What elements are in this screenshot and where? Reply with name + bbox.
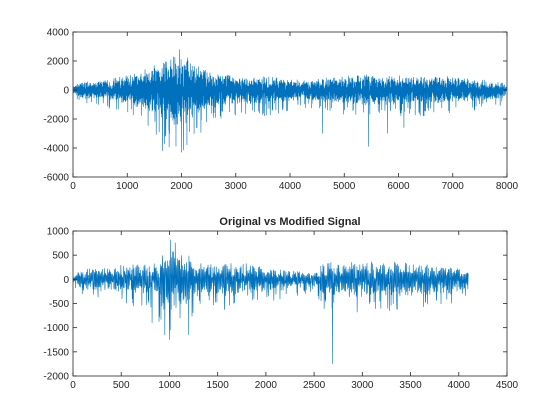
top-x-ticks: 0 1000 2000 3000 4000 5000 6000 7000 8000 (70, 32, 519, 192)
bottom-plot-box (72, 230, 508, 377)
bottom-y-tick-label: -500 (49, 299, 69, 310)
bottom-y-tick-label: 500 (52, 251, 69, 262)
bottom-x-tick-label: 500 (113, 380, 130, 391)
top-y-ticks: -6000 -4000 -2000 0 2000 4000 (43, 28, 507, 184)
top-x-tick-label: 6000 (387, 181, 410, 192)
bottom-x-tick-label: 2000 (255, 380, 278, 391)
top-signal-line (72, 49, 508, 153)
top-y-tick-label: 2000 (47, 57, 70, 68)
bottom-signal-line (72, 239, 469, 364)
top-y-tick-label: 4000 (47, 28, 70, 39)
top-x-tick-label: 3000 (225, 181, 248, 192)
top-signal-series (72, 49, 508, 153)
bottom-y-tick-label: -1000 (43, 323, 69, 334)
bottom-x-tick-label: 4500 (496, 380, 519, 391)
top-axes: 0 1000 2000 3000 4000 5000 6000 7000 8000 -6000-… (43, 28, 518, 193)
top-x-tick-label: 7000 (442, 181, 465, 192)
bottom-x-ticks: 0 500 1000 1500 2000 2500 3000 3500 4000 4500 (70, 231, 519, 391)
top-y-tick-label: -4000 (43, 144, 69, 155)
bottom-x-tick-label: 2500 (303, 380, 326, 391)
bottom-y-tick-label: -2000 (43, 372, 69, 383)
bottom-y-ticks: -2000 -1500 -1000 -500 0 500 1000 (43, 227, 507, 383)
bottom-x-tick-label: 3000 (351, 380, 374, 391)
top-x-tick-label: 4000 (279, 181, 302, 192)
bottom-x-tick-label: 1500 (207, 380, 230, 391)
top-x-tick-label: 8000 (496, 181, 519, 192)
top-y-tick-label: -2000 (43, 115, 69, 126)
bottom-y-tick-label: 0 (63, 275, 69, 286)
bottom-y-tick-label: -1500 (43, 347, 69, 358)
top-x-tick-label: 1000 (116, 181, 139, 192)
top-x-tick-label: 0 (70, 181, 76, 192)
bottom-signal-series (72, 239, 469, 364)
top-y-tick-label: -6000 (43, 173, 69, 184)
top-x-tick-label: 5000 (333, 181, 356, 192)
bottom-x-tick-label: 4000 (448, 380, 471, 391)
bottom-x-tick-label: 0 (70, 380, 76, 391)
bottom-x-tick-label: 1000 (158, 380, 181, 391)
top-x-tick-label: 2000 (170, 181, 193, 192)
bottom-x-tick-label: 3500 (399, 380, 422, 391)
bottom-y-tick-label: 1000 (47, 227, 70, 238)
top-y-tick-label: 0 (63, 86, 69, 97)
bottom-axes: Original vs Modified Signal 0 500 1000 1500… (43, 216, 518, 391)
bottom-chart-title: Original vs Modified Signal (219, 216, 360, 228)
